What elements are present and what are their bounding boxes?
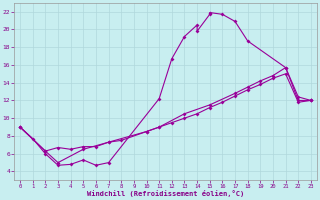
X-axis label: Windchill (Refroidissement éolien,°C): Windchill (Refroidissement éolien,°C) [87,190,244,197]
